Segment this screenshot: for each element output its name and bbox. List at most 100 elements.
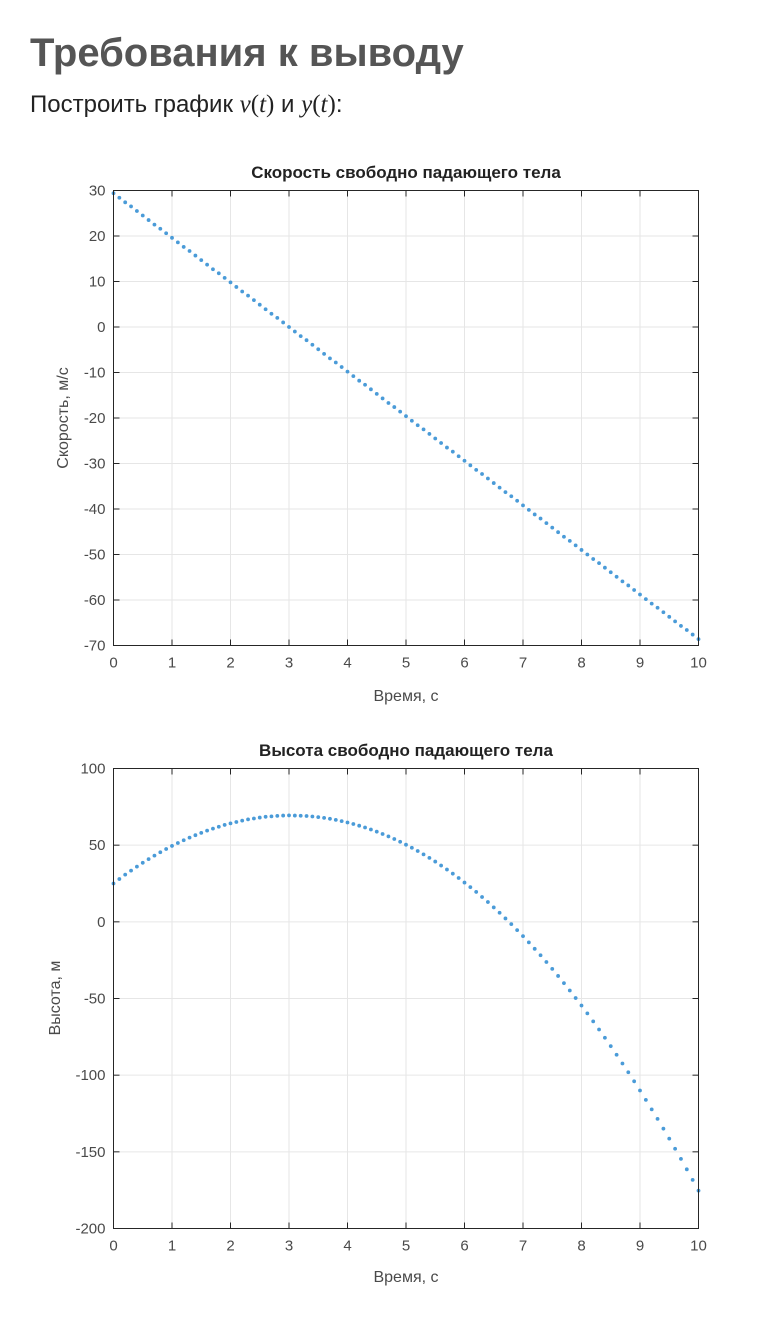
velocity-x-tick-label: 3 [285, 655, 293, 672]
velocity-data-point [632, 588, 637, 592]
height-data-point [655, 1116, 660, 1121]
height-data-point [591, 1019, 596, 1024]
height-data-point [526, 940, 531, 945]
height-data-point [497, 910, 502, 915]
velocity-data-point [187, 249, 192, 253]
height-data-point [450, 871, 455, 876]
instruction-prefix: Построить график [30, 91, 233, 118]
height-data-point [164, 847, 169, 851]
velocity-data-point [497, 485, 502, 490]
velocity-data-point [456, 454, 461, 459]
velocity-x-axis-label: Время, с [373, 688, 438, 705]
velocity-data-point [415, 423, 420, 428]
velocity-data-point [240, 289, 245, 294]
height-data-point [275, 813, 280, 818]
height-chart-title: Высота свободно падающего тела [259, 741, 553, 760]
velocity-y-tick-label: -20 [84, 410, 106, 427]
height-data-point [187, 835, 192, 840]
height-x-tick-label: 0 [109, 1238, 117, 1255]
velocity-data-point [374, 391, 379, 396]
velocity-data-point [205, 262, 210, 267]
velocity-data-point [585, 552, 590, 557]
height-data-point [281, 813, 286, 818]
height-data-point [409, 845, 414, 850]
height-data-point [234, 820, 239, 824]
height-data-point [427, 855, 432, 860]
velocity-data-point [521, 503, 525, 508]
height-data-point [205, 828, 210, 833]
height-data-point [480, 895, 484, 899]
height-data-point [351, 822, 356, 826]
instruction-suffix: : [335, 91, 343, 118]
velocity-data-point [275, 316, 280, 320]
velocity-data-point [140, 213, 145, 218]
height-data-point [374, 829, 379, 834]
instruction-conjunction: и [281, 91, 295, 118]
height-data-point [567, 988, 572, 993]
height-data-point [468, 885, 473, 890]
velocity-data-point [638, 592, 642, 597]
height-data-point [117, 877, 122, 881]
height-data-point [135, 864, 139, 869]
height-x-tick-label: 6 [460, 1238, 468, 1255]
height-data-point [679, 1156, 683, 1161]
velocity-data-point [193, 253, 198, 258]
height-data-point [175, 841, 180, 845]
velocity-x-tick-label: 0 [109, 655, 117, 672]
height-data-point [550, 967, 555, 971]
velocity-data-point [608, 570, 613, 575]
height-data-point [503, 916, 508, 921]
height-data-point [170, 844, 174, 848]
velocity-data-point [222, 275, 227, 280]
height-x-tick-label: 2 [226, 1238, 234, 1255]
velocity-data-point [304, 338, 309, 343]
height-data-point [632, 1079, 637, 1084]
height-data-point [661, 1126, 666, 1131]
velocity-y-tick-label: -50 [84, 547, 106, 564]
velocity-data-point [281, 320, 286, 325]
velocity-y-tick-label: 10 [89, 274, 106, 291]
height-data-point [515, 928, 520, 933]
velocity-data-point [386, 401, 391, 405]
height-y-tick-label: -100 [75, 1067, 105, 1084]
velocity-data-point [427, 432, 432, 436]
height-data-point [369, 827, 373, 832]
height-data-point [345, 820, 350, 825]
velocity-data-point [643, 597, 648, 601]
height-data-point [491, 905, 496, 910]
height-data-point [269, 814, 274, 819]
height-data-point [386, 834, 391, 839]
height-data-point [445, 867, 449, 872]
height-x-tick-label: 7 [519, 1238, 527, 1255]
velocity-data-point [199, 258, 204, 263]
height-data-point [252, 816, 256, 821]
height-data-point [433, 859, 438, 864]
height-data-point [614, 1052, 619, 1057]
velocity-data-point [351, 374, 356, 379]
height-data-point [509, 922, 514, 927]
height-data-point [140, 860, 145, 865]
velocity-data-point [345, 369, 350, 374]
height-data-point [310, 814, 315, 819]
height-data-point [667, 1136, 672, 1141]
velocity-data-point [567, 538, 572, 543]
velocity-data-point [175, 240, 180, 245]
velocity-data-point [421, 427, 426, 432]
height-data-point [357, 823, 362, 828]
height-data-point [585, 1011, 590, 1016]
height-x-tick-label: 5 [402, 1238, 410, 1255]
velocity-data-point [603, 565, 607, 570]
height-data-point [322, 815, 326, 820]
height-data-point [263, 814, 268, 819]
velocity-data-point [445, 445, 449, 450]
height-data-point [287, 813, 291, 818]
height-x-tick-label: 1 [168, 1238, 176, 1255]
velocity-data-point [298, 334, 303, 338]
velocity-data-point [679, 624, 683, 628]
velocity-data-point [252, 298, 256, 303]
height-data-point [380, 832, 385, 836]
height-x-tick-label: 10 [690, 1238, 707, 1255]
velocity-data-point [673, 619, 677, 624]
height-data-point [123, 872, 128, 877]
height-data-point [404, 842, 408, 847]
